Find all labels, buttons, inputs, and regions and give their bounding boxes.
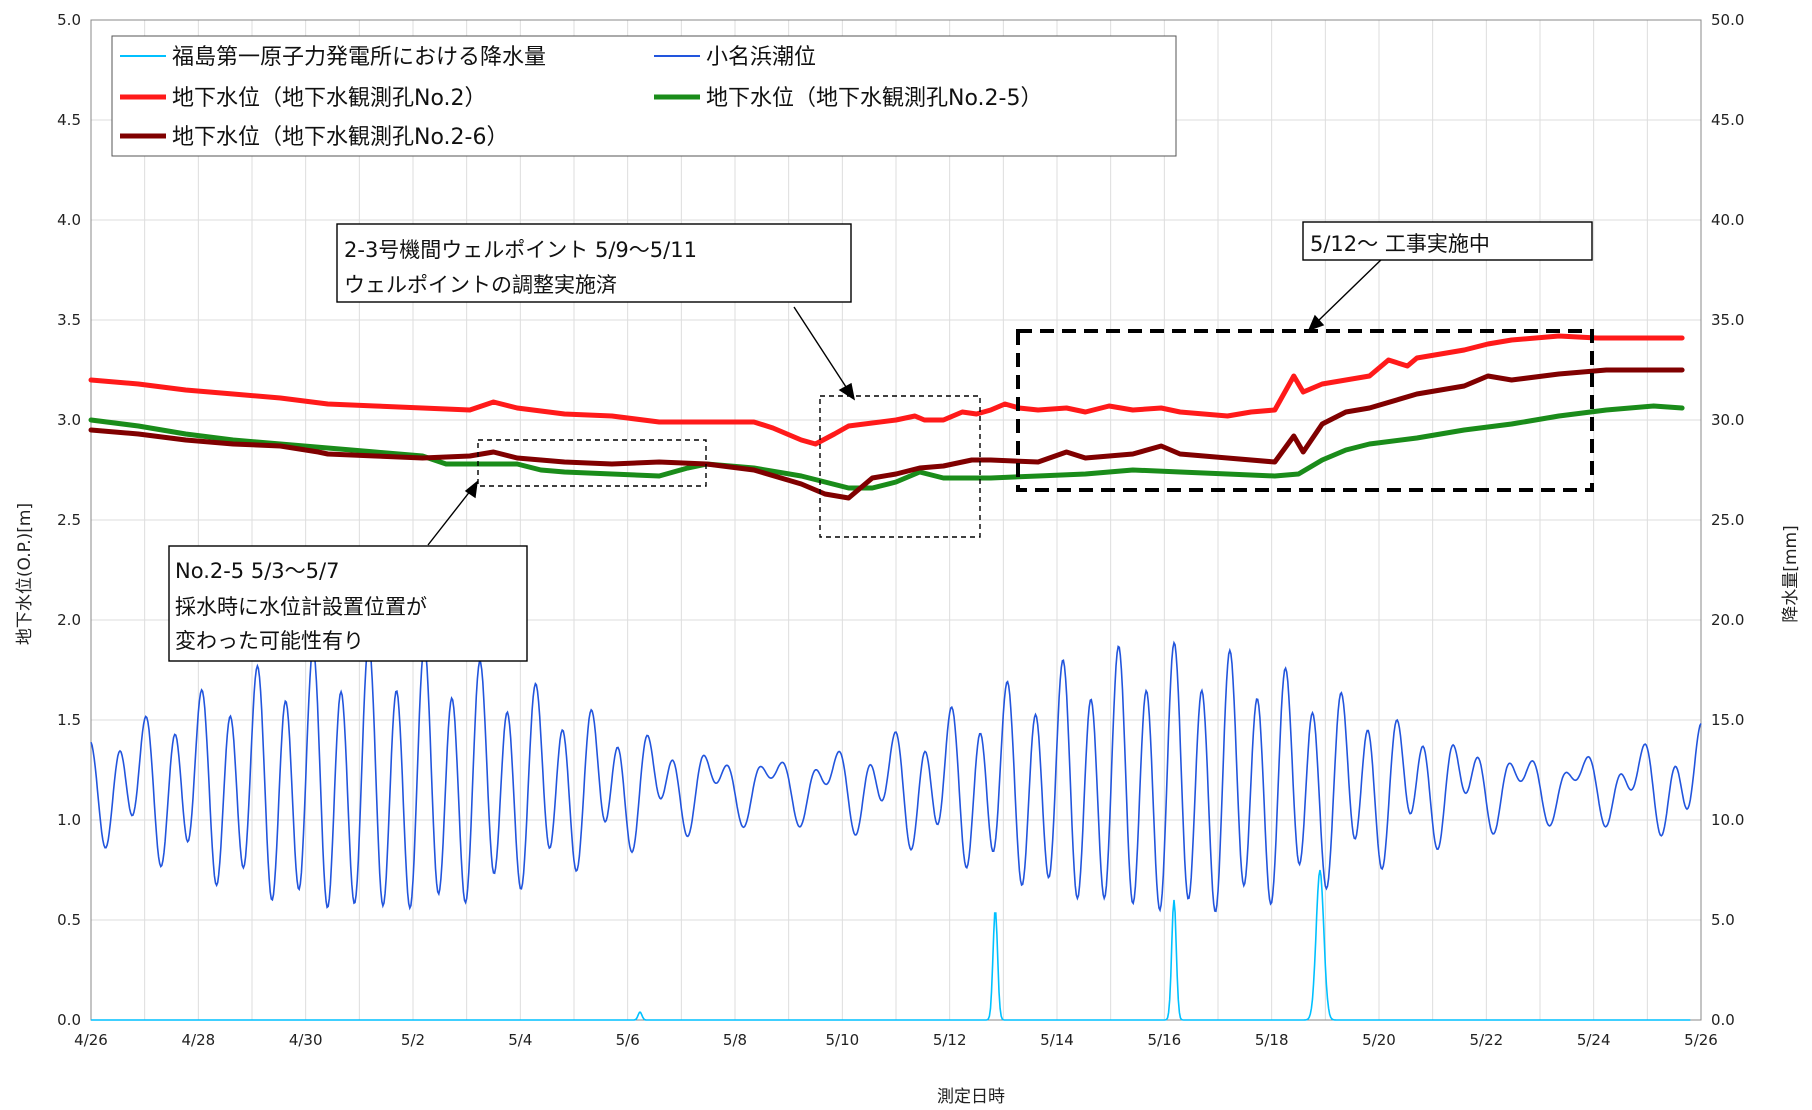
y-tick-label-left: 3.0	[57, 411, 81, 429]
legend-label: 地下水位（地下水観測孔No.2）	[172, 86, 487, 111]
y-axis-right: 0.0 5.0 10.0 15.0 20.0 25.0 30.0 35.0 40.0 45.0 50…	[1711, 11, 1744, 1029]
y-tick-label-left: 2.5	[57, 511, 81, 529]
x-tick-label: 5/26	[1684, 1031, 1718, 1049]
legend-item-no2-5: 地下水位（地下水観測孔No.2-5）	[654, 86, 1042, 111]
x-tick-label: 5/16	[1147, 1031, 1181, 1049]
x-tick-label: 5/6	[616, 1031, 640, 1049]
legend-label: 地下水位（地下水観測孔No.2-5）	[706, 86, 1042, 111]
y-tick-label-right: 35.0	[1711, 311, 1744, 329]
series-no2-line	[88, 333, 1685, 447]
x-tick-label: 4/30	[289, 1031, 323, 1049]
y-tick-label-left: 5.0	[57, 11, 81, 29]
legend: 福島第一原子力発電所における降水量 小名浜潮位 地下水位（地下水観測孔No.2）…	[111, 35, 1177, 157]
highlight-box-construction	[1016, 329, 1594, 492]
y-tick-label-right: 15.0	[1711, 711, 1744, 729]
legend-label: 地下水位（地下水観測孔No.2-6）	[172, 125, 508, 150]
series-no2-6-line	[88, 367, 1685, 501]
x-tick-label: 5/12	[933, 1031, 967, 1049]
annotation-text: 変わった可能性有り	[175, 629, 364, 653]
x-axis-title: 測定日時	[937, 1087, 1005, 1107]
annotation-box-no2-5: No.2-5 5/3～5/7 採水時に水位計設置位置が 変わった可能性有り	[168, 545, 528, 662]
x-tick-label: 5/22	[1469, 1031, 1503, 1049]
x-tick-label: 5/18	[1255, 1031, 1289, 1049]
y-axis-left-title: 地下水位(O.P.)[m]	[15, 503, 35, 645]
y-axis-right-title: 降水量[mm]	[1781, 525, 1801, 622]
highlight-box-wellpoint	[819, 395, 981, 538]
y-tick-label-left: 4.0	[57, 211, 81, 229]
legend-label: 小名浜潮位	[706, 45, 816, 70]
annotation-box-wellpoint: 2-3号機間ウェルポイント 5/9～5/11 ウェルポイントの調整実施済	[336, 223, 852, 303]
y-tick-label-left: 2.0	[57, 611, 81, 629]
x-tick-label: 5/14	[1040, 1031, 1074, 1049]
y-tick-label-left: 3.5	[57, 311, 81, 329]
annotation-text: 採水時に水位計設置位置が	[175, 595, 427, 619]
x-tick-label: 5/24	[1577, 1031, 1611, 1049]
x-tick-label: 5/2	[401, 1031, 425, 1049]
x-tick-label: 5/20	[1362, 1031, 1396, 1049]
y-tick-label-right: 50.0	[1711, 11, 1744, 29]
y-tick-label-right: 30.0	[1711, 411, 1744, 429]
y-tick-label-left: 4.5	[57, 111, 81, 129]
x-tick-label: 4/26	[74, 1031, 108, 1049]
annotation-box-construction: 5/12～ 工事実施中	[1302, 221, 1593, 261]
legend-item-no2: 地下水位（地下水観測孔No.2）	[120, 86, 487, 111]
annotation-text: ウェルポイントの調整実施済	[344, 273, 617, 297]
y-tick-label-left: 1.0	[57, 811, 81, 829]
series-tide-line	[90, 640, 1702, 913]
y-tick-label-left: 0.5	[57, 911, 81, 929]
annotation-text: No.2-5 5/3～5/7	[175, 559, 339, 583]
x-tick-label: 4/28	[181, 1031, 215, 1049]
annotation-arrows	[427, 255, 1386, 546]
legend-item-rainfall: 福島第一原子力発電所における降水量	[120, 45, 546, 70]
annotation-text: 2-3号機間ウェルポイント 5/9～5/11	[344, 238, 697, 262]
x-tick-label: 5/8	[723, 1031, 747, 1049]
y-tick-label-right: 25.0	[1711, 511, 1744, 529]
legend-item-no2-6: 地下水位（地下水観測孔No.2-6）	[120, 125, 508, 150]
y-axis-left: 0.0 0.5 1.0 1.5 2.0 2.5 3.0 3.5 4.0 4.5 5.0	[57, 11, 81, 1029]
y-tick-label-left: 1.5	[57, 711, 81, 729]
y-tick-label-right: 20.0	[1711, 611, 1744, 629]
x-axis: 4/26 4/28 4/30 5/2 5/4 5/6 5/8 5/10 5/12 5/14 5/16…	[74, 1031, 1718, 1049]
y-tick-label-right: 5.0	[1711, 911, 1735, 929]
x-tick-label: 5/4	[508, 1031, 532, 1049]
series-rainfall-line	[91, 869, 1691, 1021]
y-tick-label-right: 10.0	[1711, 811, 1744, 829]
y-tick-label-right: 45.0	[1711, 111, 1744, 129]
y-tick-label-right: 0.0	[1711, 1011, 1735, 1029]
legend-item-tide: 小名浜潮位	[654, 45, 816, 70]
series-layer	[88, 333, 1702, 1021]
annotation-text: 5/12～ 工事実施中	[1310, 232, 1490, 256]
y-tick-label-right: 40.0	[1711, 211, 1744, 229]
y-tick-label-left: 0.0	[57, 1011, 81, 1029]
highlight-box-no2-5	[477, 439, 707, 487]
x-tick-label: 5/10	[825, 1031, 859, 1049]
legend-label: 福島第一原子力発電所における降水量	[172, 45, 546, 70]
